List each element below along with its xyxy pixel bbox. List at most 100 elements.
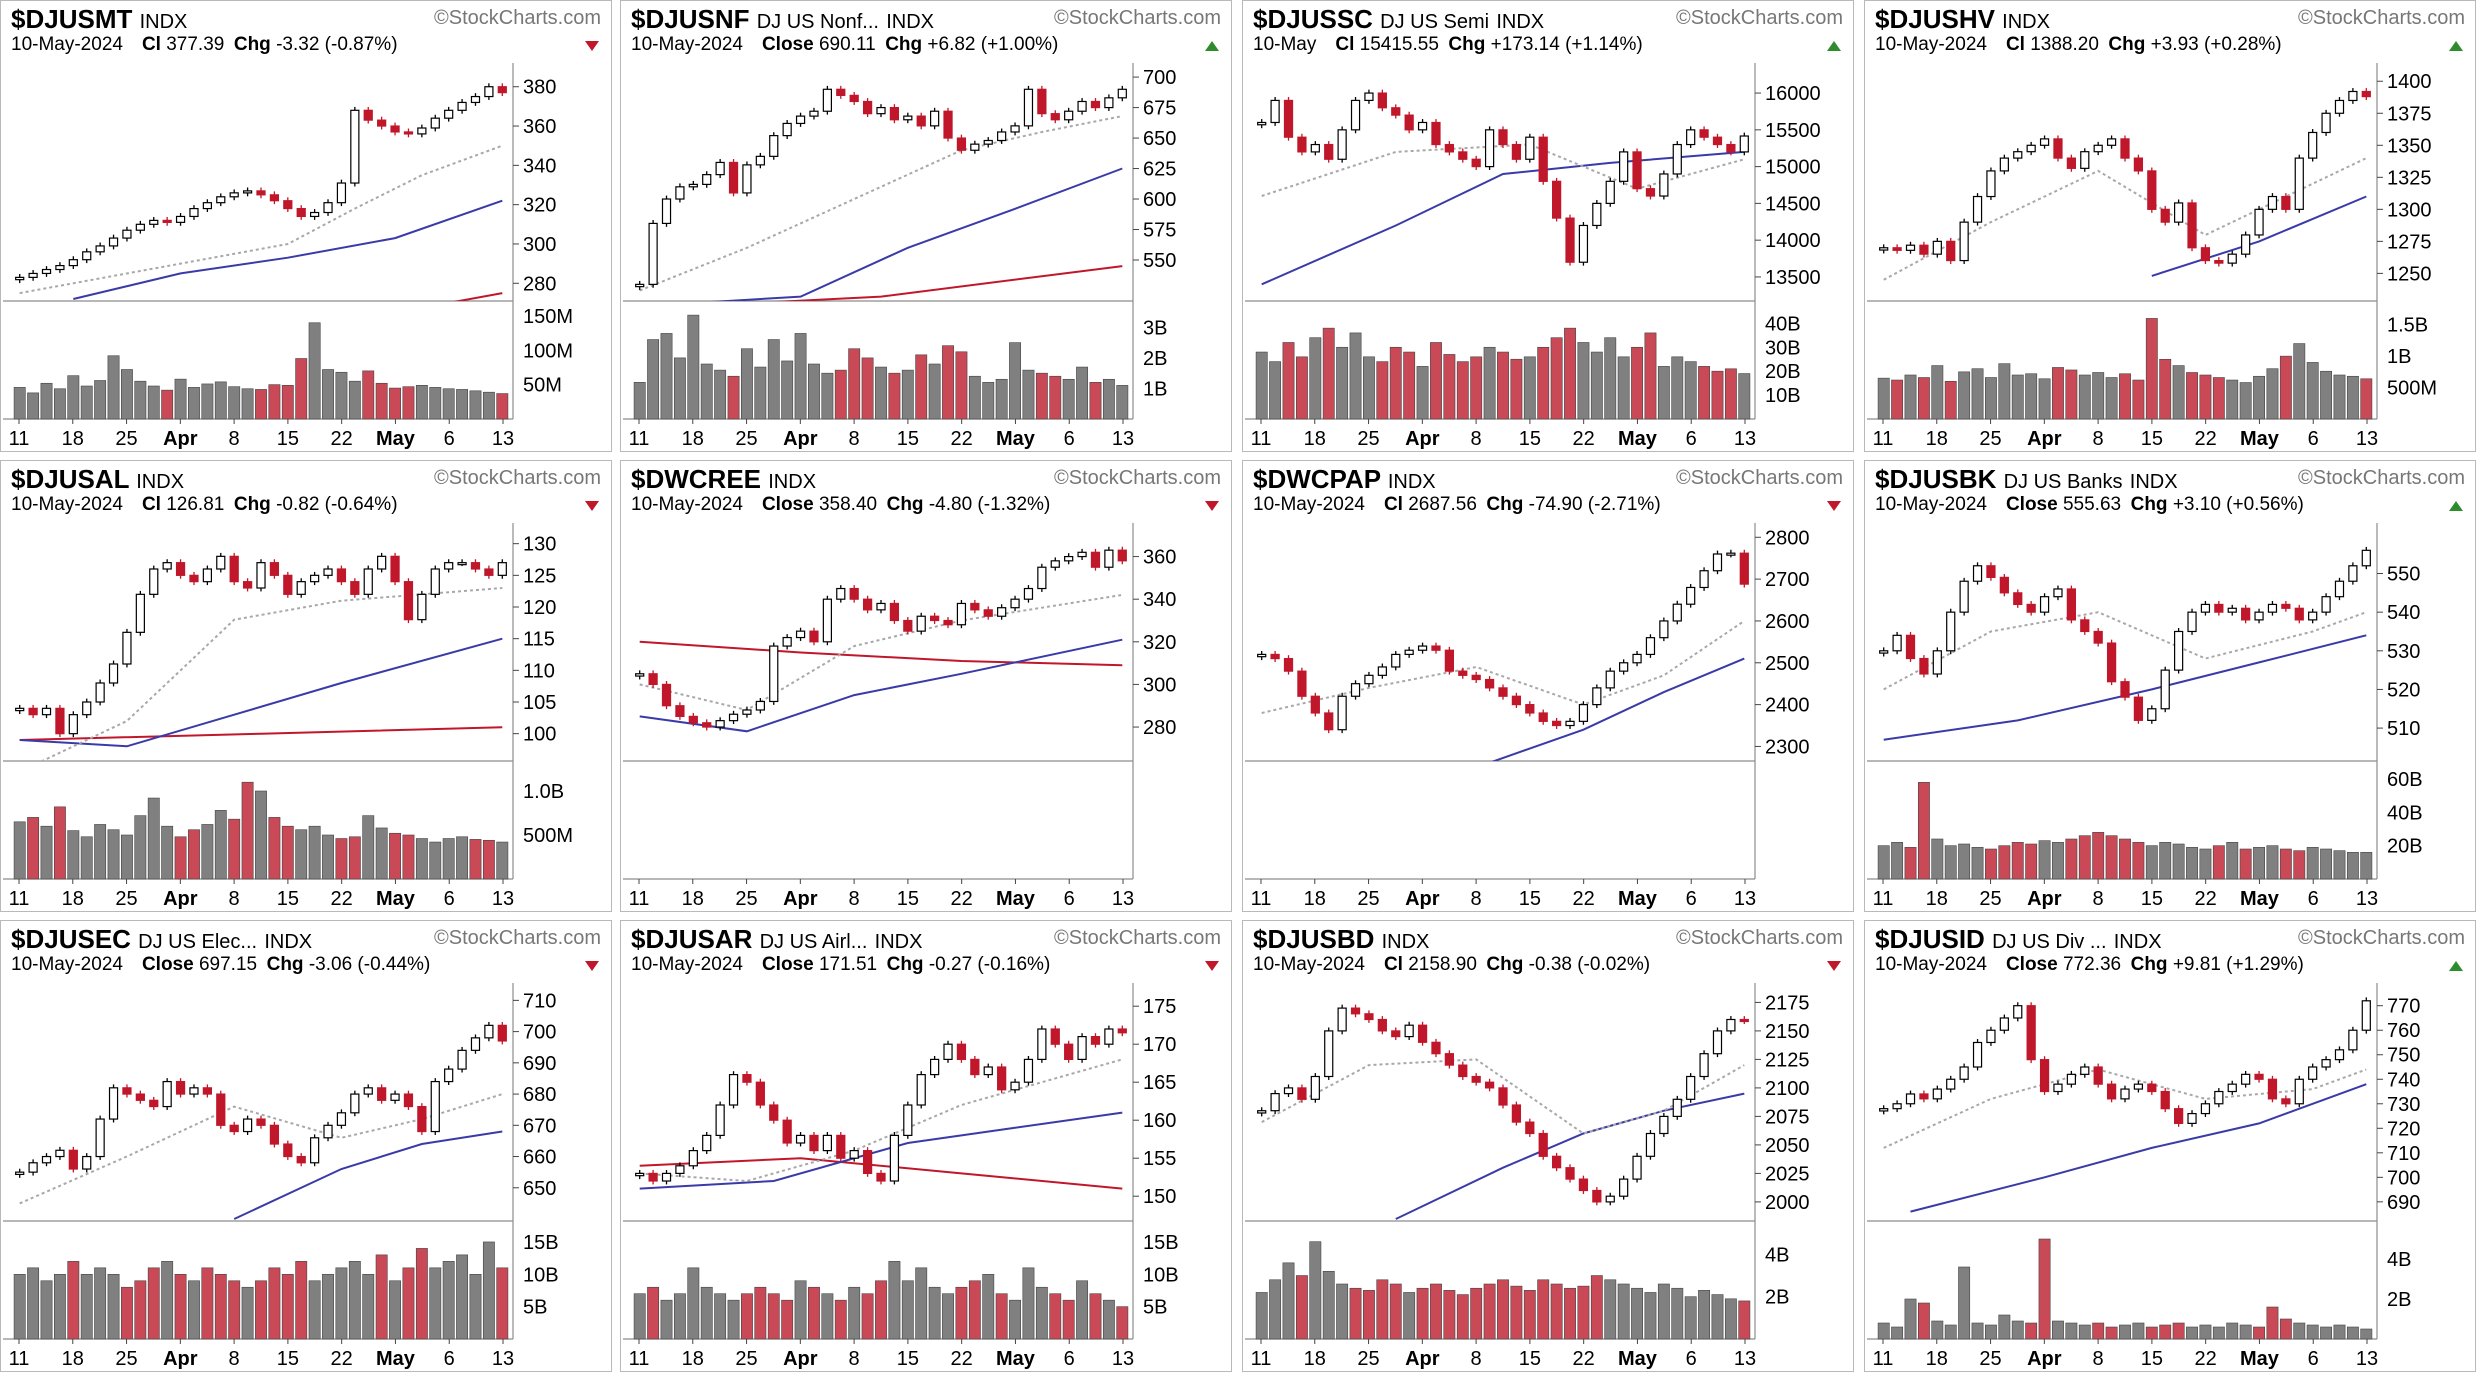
volume-bar [821, 1293, 834, 1340]
volume-bar [107, 1273, 120, 1340]
triangle-up-icon [2449, 501, 2463, 511]
brand-text: StockCharts.com [1690, 927, 1843, 949]
chart-panel-djusal[interactable]: $DJUSAL INDX ©StockCharts.com 10-May-2024 … [0, 460, 612, 912]
chart-header: $DJUSAR DJ US Airl... INDX ©StockCharts.c… [621, 921, 1231, 983]
volume-tick-label: 20B [2387, 836, 2423, 858]
chart-panel-djusid[interactable]: $DJUSID DJ US Div ... INDX ©StockCharts.c… [1864, 920, 2476, 1372]
volume-bar [107, 355, 120, 420]
volume-tick-label: 10B [523, 1264, 559, 1286]
candle-body [242, 190, 253, 194]
volume-bar [241, 388, 254, 420]
index-type: INDX [136, 471, 185, 493]
volume-tick-label: 50M [523, 375, 562, 397]
volume-bar [40, 825, 53, 880]
candle-body [15, 1171, 25, 1176]
candle-body [1458, 670, 1468, 676]
candle-body [1077, 1035, 1087, 1060]
time-tick-label: Apr [2027, 1348, 2062, 1370]
volume-tick-label: 40B [1765, 313, 1801, 335]
chart-panel-djusar[interactable]: $DJUSAR DJ US Airl... INDX ©StockCharts.c… [620, 920, 1232, 1372]
volume-bar [2212, 377, 2225, 420]
chart-header: $DJUSNF DJ US Nonf... INDX ©StockCharts.c… [621, 1, 1231, 63]
candle-body [997, 607, 1007, 617]
volume-bar [67, 1261, 80, 1340]
price-tick-label: 14500 [1765, 193, 1821, 215]
volume-bar [1349, 1287, 1362, 1340]
candle-body [484, 1024, 494, 1039]
volume-tick-label: 4B [2387, 1249, 2411, 1271]
volume-bar [429, 387, 442, 420]
close-label: Close [141, 954, 194, 975]
volume-bar [928, 363, 941, 420]
candle-body [1324, 1030, 1334, 1078]
chart-panel-djusec[interactable]: $DJUSEC DJ US Elec... INDX ©StockCharts.c… [0, 920, 612, 1372]
chart-panel-djushv[interactable]: $DJUSHV INDX ©StockCharts.com 10-May-2024 … [1864, 0, 2476, 452]
time-tick-label: 13 [492, 428, 514, 450]
chart-panel-djusnf[interactable]: $DJUSNF DJ US Nonf... INDX ©StockCharts.c… [620, 0, 1232, 452]
volume-bar [348, 380, 361, 420]
volume-bar [2078, 835, 2091, 880]
ma-fast-line [39, 587, 503, 761]
volume-bar [456, 1254, 469, 1340]
candle-body [2160, 669, 2170, 710]
volume-bar [1403, 1292, 1416, 1340]
price-tick-label: 2075 [1765, 1106, 1810, 1128]
chart-panel-djusmt[interactable]: $DJUSMT INDX ©StockCharts.com 10-May-2024 … [0, 0, 612, 452]
candle-body [1739, 1018, 1749, 1023]
close-value: 555.63 [2062, 494, 2122, 515]
chart-panel-djusbd[interactable]: $DJUSBD INDX ©StockCharts.com 10-May-2024 … [1242, 920, 1854, 1372]
time-tick-label: 22 [951, 888, 973, 910]
volume-bar [228, 1280, 241, 1340]
volume-bar [1537, 346, 1550, 420]
volume-tick-label: 60B [2387, 769, 2423, 791]
index-type: INDX [886, 11, 935, 33]
volume-bar [1931, 838, 1944, 880]
volume-bar [2011, 842, 2024, 880]
volume-bar [335, 838, 348, 880]
volume-bar [147, 385, 160, 420]
chart-panel-djusbk[interactable]: $DJUSBK DJ US Banks INDX ©StockCharts.com… [1864, 460, 2476, 912]
candle-body [836, 1134, 846, 1159]
chart-panel-djussc[interactable]: $DJUSSC DJ US Semi INDX ©StockCharts.com 1… [1242, 0, 1854, 452]
volume-bar [1009, 342, 1021, 420]
time-tick-label: 8 [2093, 1348, 2104, 1370]
volume-bar [469, 839, 482, 880]
volume-bar [1657, 366, 1670, 420]
candle-body [862, 598, 873, 611]
volume-bar [362, 1273, 375, 1340]
price-tick-label: 2000 [1765, 1192, 1810, 1214]
candle-body [149, 1099, 159, 1108]
symbol-text: $DWCPAP [1253, 464, 1381, 494]
volume-bar [1349, 332, 1362, 420]
volume-bar [875, 1280, 887, 1340]
volume-bar [808, 1286, 820, 1340]
brand-text: StockCharts.com [1690, 467, 1843, 489]
quote-line: 10-May-2024 Close 171.51 Chg -0.27 (-0.1… [631, 954, 1050, 976]
candle-body [1064, 110, 1074, 121]
chg-value: -3.06 (-0.44%) [308, 954, 431, 975]
volume-bar [496, 393, 509, 420]
volume-bar [281, 385, 294, 420]
candle-body [162, 1080, 172, 1108]
time-tick-label: 22 [1573, 1348, 1595, 1370]
triangle-down-icon [585, 501, 599, 511]
chg-value: +173.14 (+1.14%) [1490, 34, 1643, 55]
chg-value: -0.27 (-0.16%) [928, 954, 1051, 975]
volume-tick-label: 15B [523, 1232, 559, 1254]
close-value: 377.39 [166, 34, 225, 55]
time-tick-label: 11 [1251, 888, 1272, 910]
candle-body [1879, 650, 1889, 654]
volume-bar [1483, 1283, 1496, 1340]
time-tick-label: 6 [1686, 428, 1697, 450]
time-tick-label: 6 [1064, 428, 1075, 450]
time-tick-label: 8 [849, 428, 860, 450]
chg-label: Chg [233, 34, 271, 55]
chart-panel-dwcpap[interactable]: $DWCPAP INDX ©StockCharts.com 10-May-2024 … [1242, 460, 1854, 912]
stockcharts-watermark: ©StockCharts.com [2298, 927, 2465, 950]
volume-bar [1336, 1283, 1349, 1340]
volume-bar [429, 841, 442, 880]
candle-body [497, 1024, 507, 1042]
volume-bar [1022, 369, 1035, 420]
time-tick-label: 22 [2195, 428, 2217, 450]
chart-panel-dwcree[interactable]: $DWCREE INDX ©StockCharts.com 10-May-2024 … [620, 460, 1232, 912]
